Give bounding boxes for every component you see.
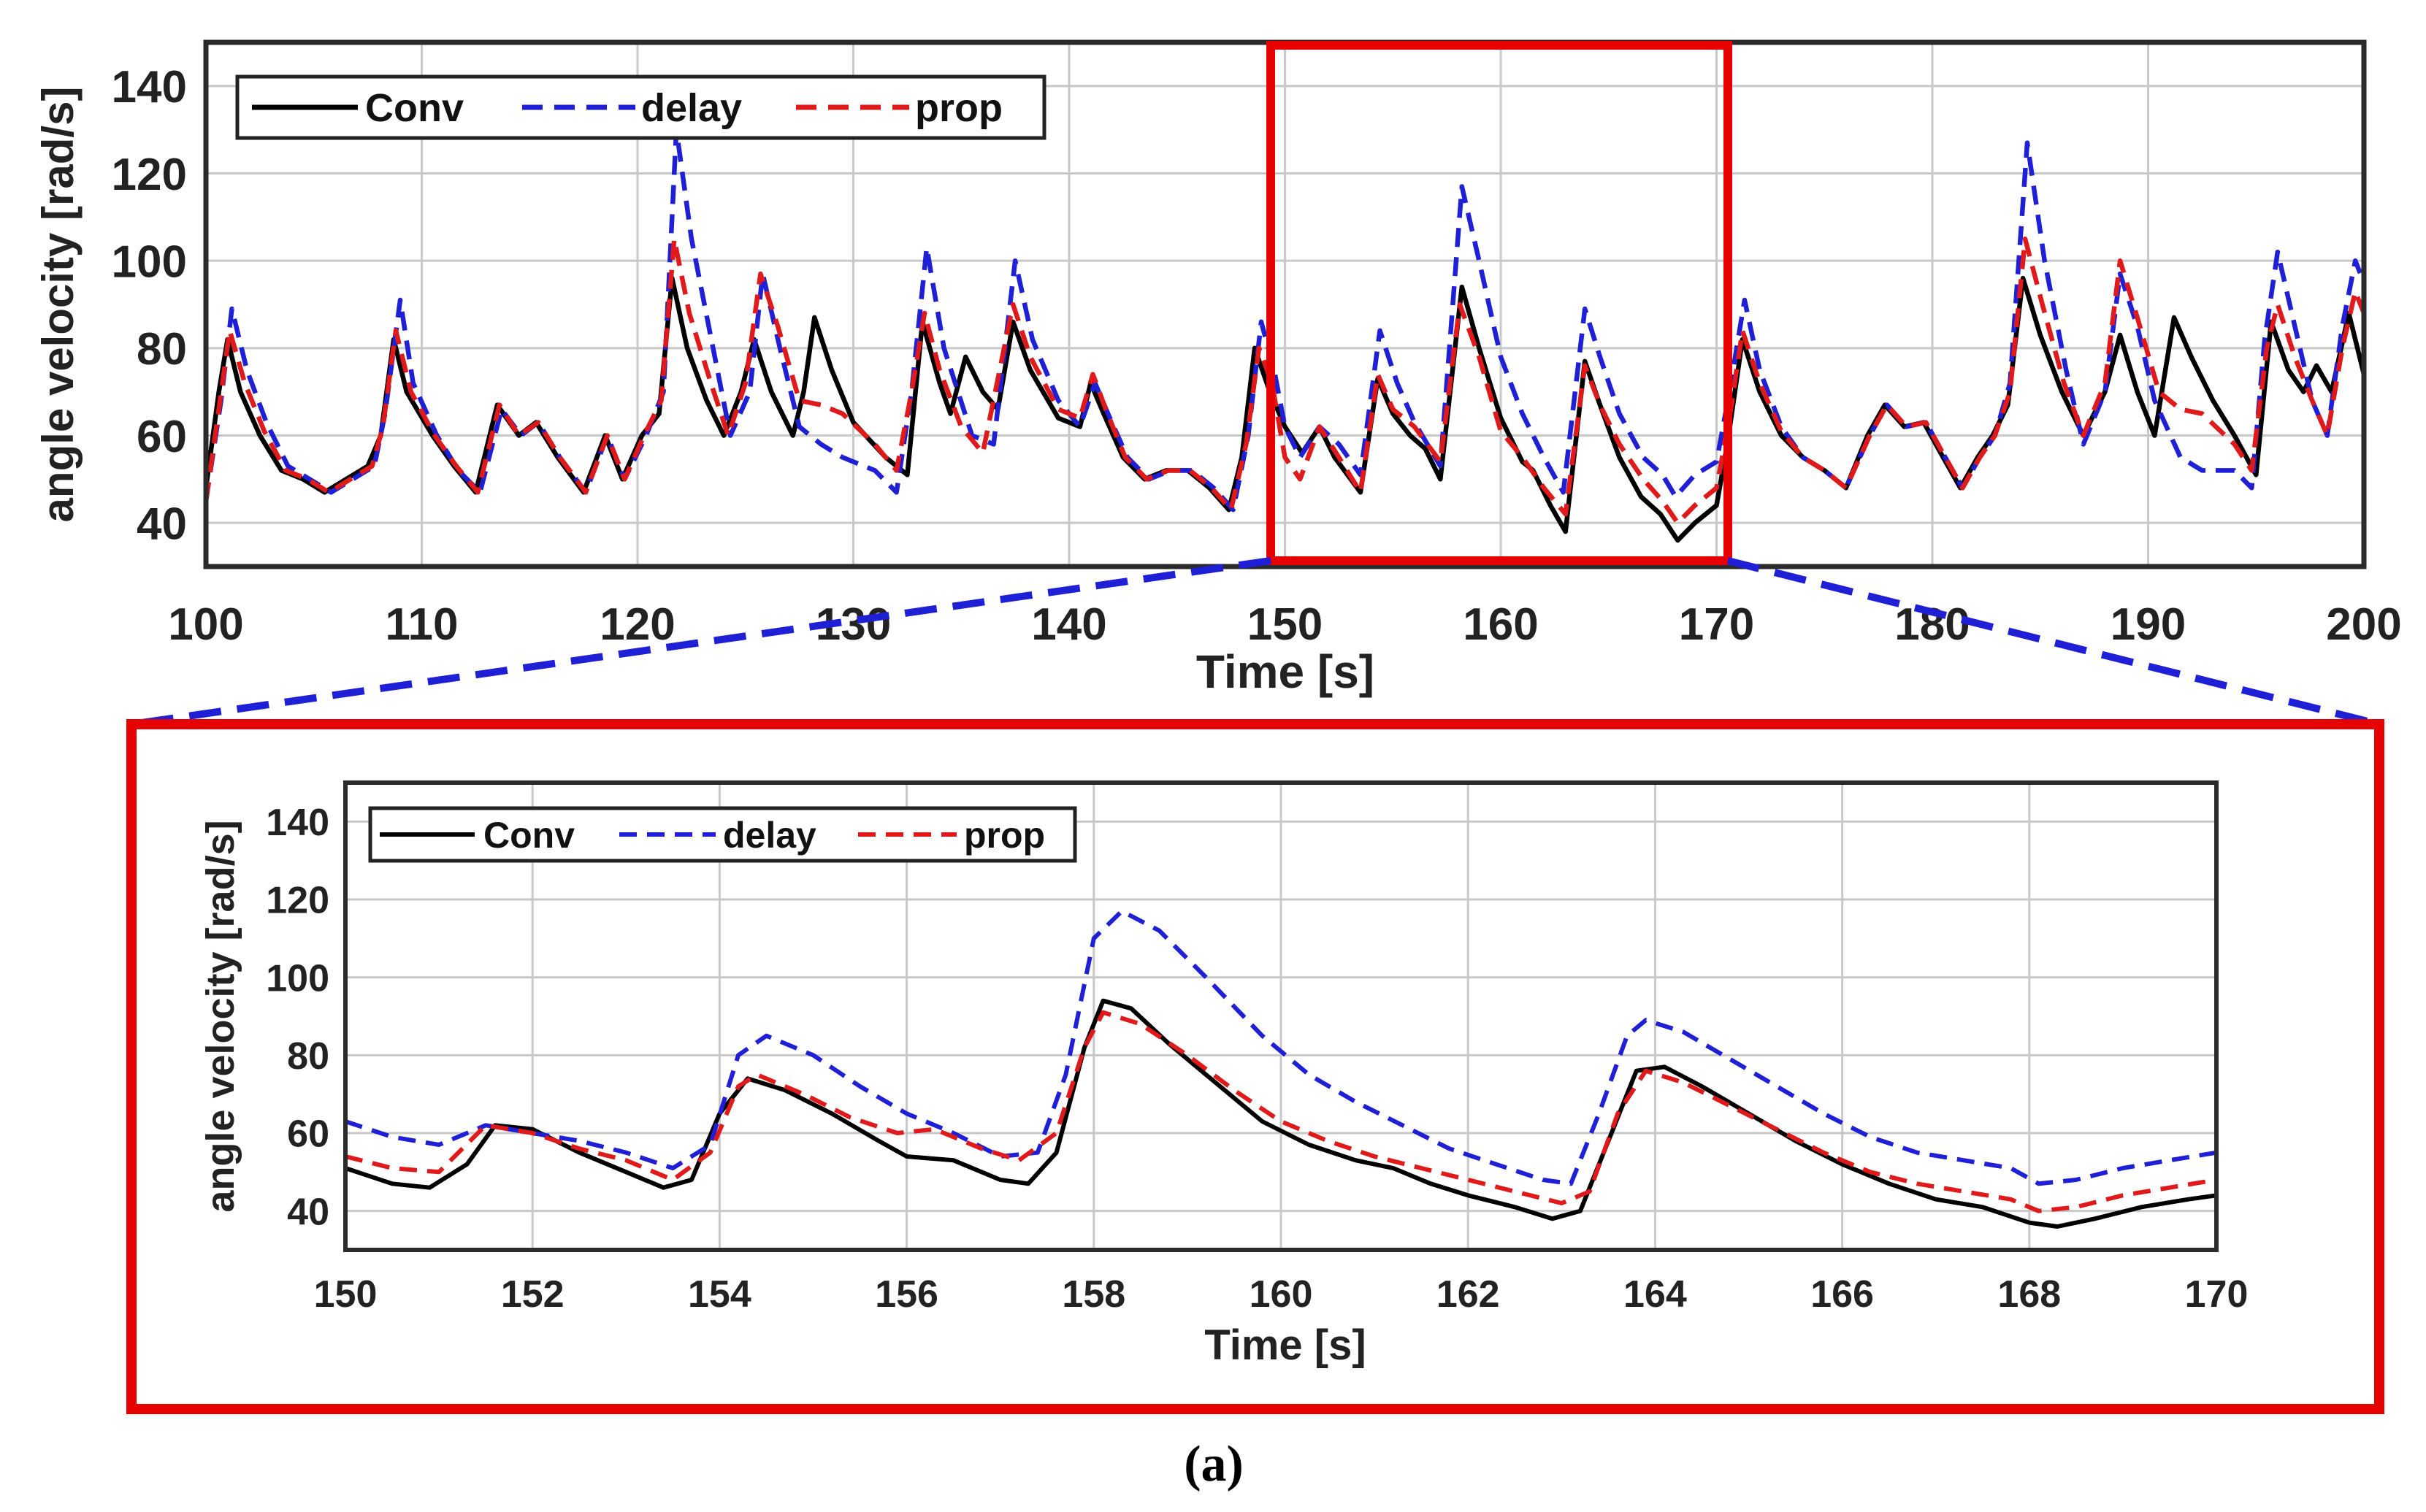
overview-x-tick-200: 200 — [2326, 599, 2401, 650]
zoom-legend-prop: prop — [964, 815, 1045, 856]
overview-y-tick-120: 120 — [112, 150, 187, 200]
zoom-series — [343, 909, 2219, 1229]
zoom-y-tick-120: 120 — [266, 880, 329, 922]
zoom-panel-frame — [126, 719, 2384, 1414]
overview-y-tick-60: 60 — [137, 412, 187, 462]
zoom-y-tick-100: 100 — [266, 957, 329, 999]
zoom-legend-delay: delay — [723, 815, 816, 856]
zoom-y-tick-140: 140 — [266, 802, 329, 844]
zoom-y-tick-80: 80 — [287, 1035, 329, 1078]
zoom-x-tick-164: 164 — [1623, 1273, 1687, 1316]
overview-legend-conv: Conv — [365, 86, 464, 130]
zoom-x-tick-168: 168 — [1997, 1273, 2061, 1316]
zoom-series-conv — [343, 998, 2219, 1229]
overview-x-label: Time [s] — [1196, 645, 1374, 698]
overview-x-tick-110: 110 — [385, 599, 458, 650]
figure-caption: (a) — [1184, 1436, 1244, 1492]
overview-x-tick-190: 190 — [2111, 599, 2186, 650]
overview-x-tick-160: 160 — [1463, 599, 1538, 650]
overview-legend: Conv delay prop — [235, 74, 1046, 140]
zoom-x-tick-150: 150 — [314, 1273, 378, 1316]
zoom-chart: 150 152 154 156 158 160 162 164 166 168 170 40 60 80… — [199, 780, 2249, 1369]
overview-series — [203, 127, 2367, 543]
overview-y-tick-100: 100 — [112, 237, 187, 287]
zoom-y-label: angle velocity [rad/s] — [199, 820, 242, 1212]
overview-y-ticks: 40 60 80 100 120 140 — [112, 62, 187, 549]
zoom-x-tick-154: 154 — [688, 1273, 751, 1316]
overview-legend-box — [235, 74, 1046, 140]
zoom-series-delay — [345, 909, 2217, 1186]
zoom-connector-right — [1726, 557, 2381, 728]
zoom-x-tick-156: 156 — [875, 1273, 938, 1316]
overview-x-tick-140: 140 — [1031, 599, 1106, 650]
overview-x-tick-170: 170 — [1679, 599, 1754, 650]
zoom-x-tick-166: 166 — [1810, 1273, 1874, 1316]
overview-y-label: angle velocity [rad/s] — [34, 87, 83, 523]
overview-x-tick-180: 180 — [1894, 599, 1970, 650]
zoom-y-ticks: 40 60 80 100 120 140 — [266, 802, 329, 1233]
zoom-legend-box — [368, 806, 1077, 863]
overview-series-prop — [203, 237, 2367, 526]
zoom-series-prop — [345, 1010, 2217, 1213]
zoom-y-tick-40: 40 — [287, 1191, 329, 1233]
overview-legend-prop: prop — [915, 86, 1003, 130]
zoom-x-tick-152: 152 — [501, 1273, 565, 1316]
overview-x-tick-150: 150 — [1247, 599, 1323, 650]
zoom-y-tick-60: 60 — [287, 1113, 329, 1156]
zoom-x-tick-162: 162 — [1436, 1273, 1500, 1316]
zoom-x-ticks: 150 152 154 156 158 160 162 164 166 168 170 — [314, 1273, 2249, 1316]
zoom-grid — [344, 783, 2218, 1250]
overview-legend-delay: delay — [641, 86, 742, 130]
overview-y-tick-40: 40 — [137, 499, 187, 549]
zoom-legend: Conv delay prop — [368, 806, 1077, 863]
overview-y-tick-80: 80 — [137, 324, 187, 375]
zoom-x-tick-160: 160 — [1250, 1273, 1313, 1316]
zoom-legend-conv: Conv — [483, 815, 575, 856]
zoom-highlight-box — [1266, 41, 1732, 565]
zoom-x-label: Time [s] — [1204, 1321, 1366, 1369]
overview-x-tick-100: 100 — [168, 599, 243, 650]
overview-y-tick-140: 140 — [112, 62, 187, 112]
overview-chart: 100 110 120 130 140 150 160 170 180 190 200 406080… — [34, 39, 2402, 698]
zoom-x-tick-158: 158 — [1062, 1273, 1125, 1316]
overview-x-tick-120: 120 — [600, 599, 675, 650]
zoom-x-tick-170: 170 — [2185, 1273, 2249, 1316]
zoom-plot-frame — [343, 780, 2219, 1252]
